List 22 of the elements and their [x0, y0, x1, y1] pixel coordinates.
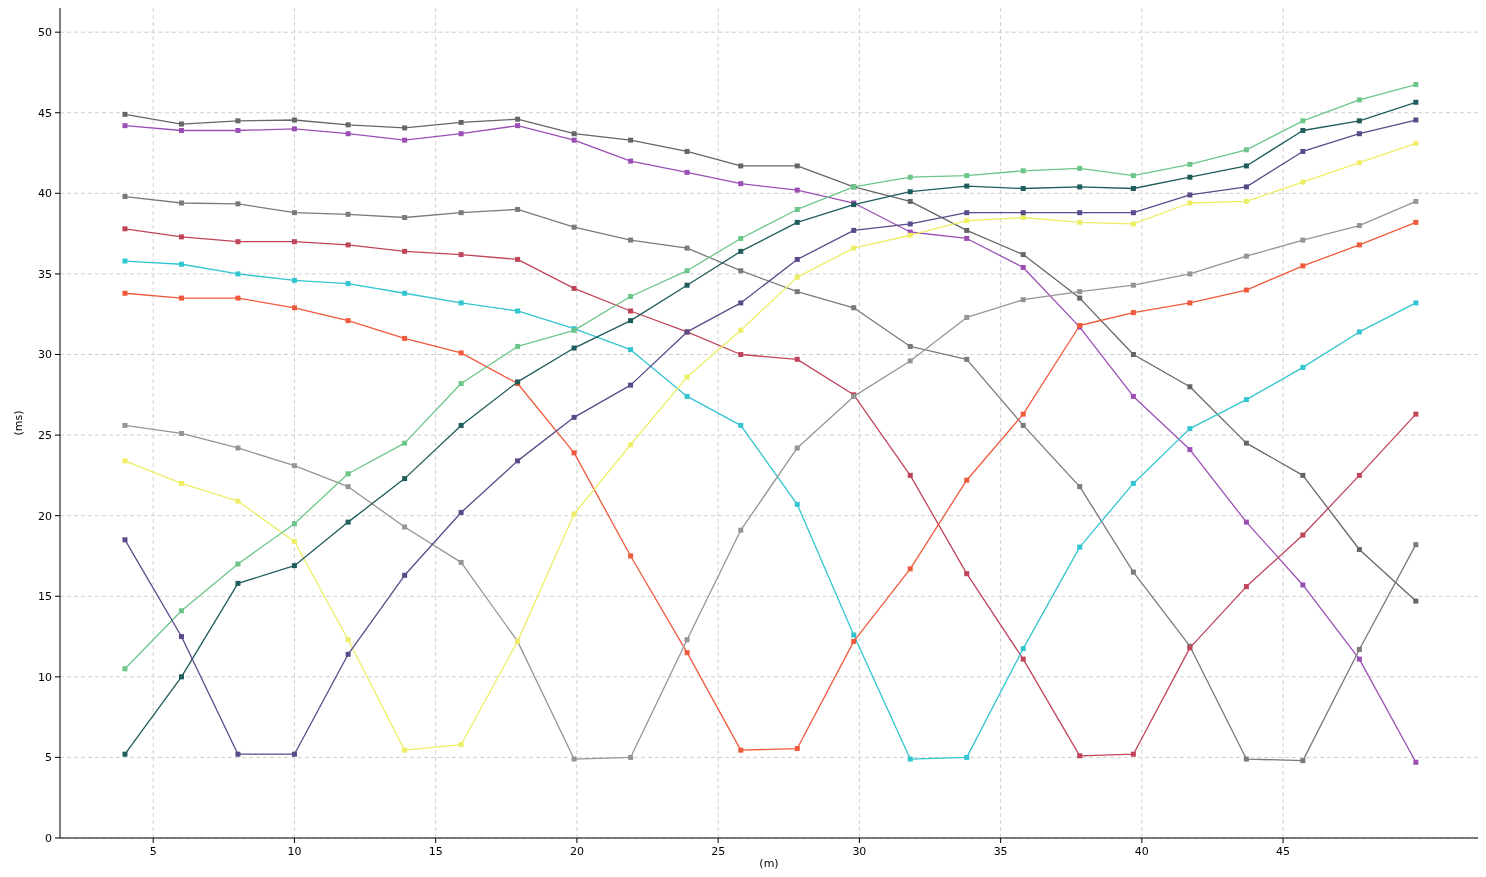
y-axis-title: (ms) [12, 410, 25, 436]
x-tick-label: 10 [287, 845, 302, 858]
y-tick-label: 15 [38, 590, 52, 604]
x-tick-label: 45 [1276, 845, 1291, 858]
y-tick-label: 40 [38, 187, 52, 201]
y-tick-label: 50 [38, 26, 52, 40]
x-axis-title: (m) [759, 857, 779, 870]
x-tick-label: 35 [993, 845, 1008, 858]
x-tick-label: 5 [149, 845, 157, 858]
y-tick-label: 20 [38, 509, 52, 523]
x-tick-label: 40 [1134, 845, 1149, 858]
y-tick-label: 30 [38, 348, 52, 362]
y-tick-label: 0 [45, 831, 52, 845]
y-tick-label: 10 [38, 670, 52, 684]
y-tick-label: 25 [38, 428, 52, 442]
y-tick-label: 35 [38, 267, 52, 281]
x-tick-label: 15 [428, 845, 443, 858]
y-tick-label: 5 [45, 751, 52, 765]
x-tick-label: 25 [711, 845, 726, 858]
x-tick-label: 20 [569, 845, 584, 858]
x-tick-label: 30 [852, 845, 867, 858]
y-tick-label: 45 [38, 106, 52, 120]
